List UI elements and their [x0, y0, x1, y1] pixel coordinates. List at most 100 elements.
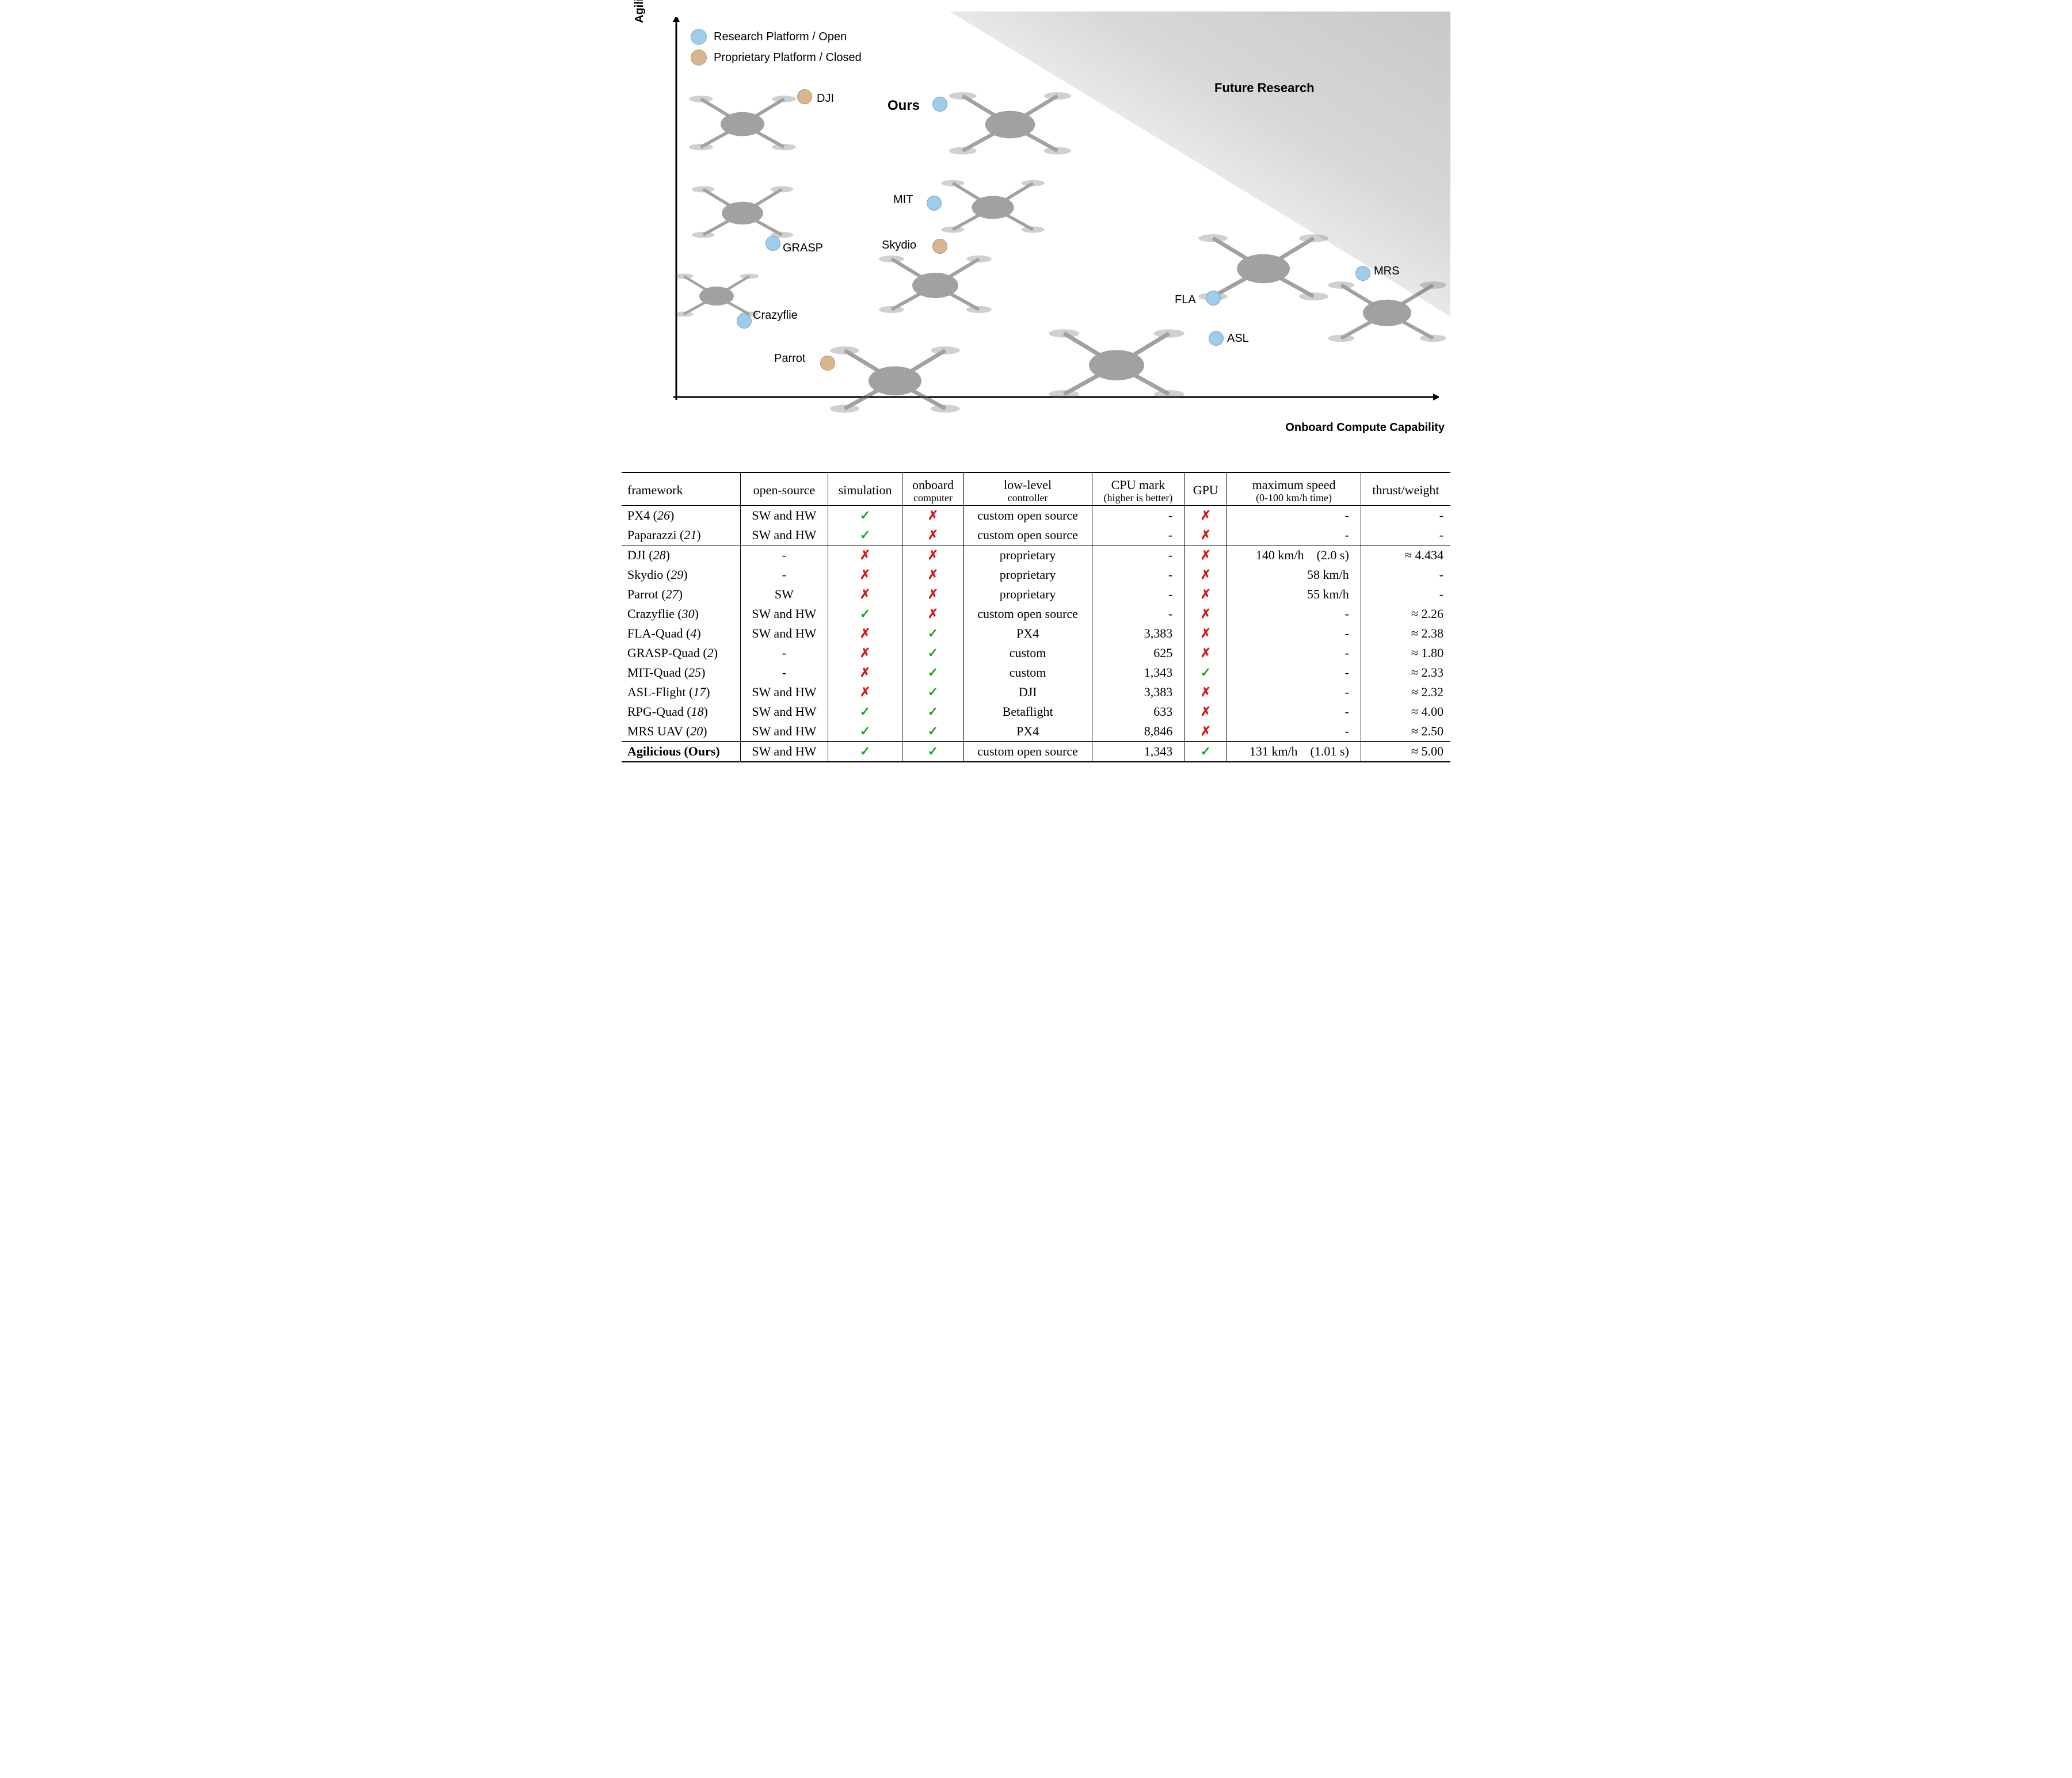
table-row: MIT-Quad (25) - ✗ ✓ custom 1,343 ✓ - ≈ 2… [622, 663, 1450, 682]
chart-point-ours: Ours [932, 97, 947, 112]
cell-framework: Parrot (27) [622, 585, 741, 604]
cell-framework: Crazyflie (30) [622, 604, 741, 624]
cell-framework: Agilicious (Ours) [622, 742, 741, 762]
cell-onboard: ✗ [902, 506, 963, 526]
cell-onboard: ✓ [902, 624, 963, 643]
chart-point-skydio: Skydio [932, 239, 947, 254]
cell-open: SW and HW [741, 624, 828, 643]
cell-speed: - [1227, 506, 1361, 526]
check-icon: ✓ [860, 704, 870, 719]
cell-framework: PX4 (26) [622, 506, 741, 526]
cross-icon: ✗ [1201, 704, 1211, 719]
check-icon: ✓ [860, 508, 870, 522]
cell-sim: ✗ [828, 624, 902, 643]
cross-icon: ✗ [1201, 685, 1211, 699]
cell-sim: ✓ [828, 525, 902, 545]
point-label-ours: Ours [888, 98, 920, 114]
drone-image-skydio [869, 247, 1001, 316]
table-row: DJI (28) - ✗ ✗ proprietary - ✗ 140 km/h … [622, 545, 1450, 566]
cell-speed: 55 km/h [1227, 585, 1361, 604]
legend-closed-label: Proprietary Platform / Closed [714, 51, 862, 64]
cell-ctrl: DJI [963, 682, 1092, 702]
cell-tw: ≈ 2.26 [1361, 604, 1450, 624]
point-dot-icon [932, 97, 947, 112]
cell-framework: ASL-Flight (17) [622, 682, 741, 702]
chart-point-dji: DJI [797, 89, 812, 104]
cell-framework: FLA-Quad (4) [622, 624, 741, 643]
cross-icon: ✗ [860, 646, 870, 660]
cell-open: - [741, 545, 828, 566]
chart-point-parrot: Parrot [820, 356, 835, 371]
cross-icon: ✗ [860, 548, 870, 562]
cell-ctrl: PX4 [963, 722, 1092, 742]
cell-speed: - [1227, 722, 1361, 742]
point-dot-icon [1209, 331, 1224, 346]
drone-image-asl [1048, 319, 1186, 403]
check-icon: ✓ [928, 626, 938, 640]
point-label-grasp: GRASP [783, 242, 823, 255]
cell-onboard: ✓ [902, 722, 963, 742]
point-label-crazyflie: Crazyflie [753, 309, 798, 322]
table-header: framework open-source simulation onboard… [622, 472, 1450, 506]
chart-legend: Research Platform / Open Proprietary Pla… [691, 29, 862, 70]
chart-point-crazyflie: Crazyflie [737, 314, 752, 329]
comparison-table: framework open-source simulation onboard… [622, 472, 1450, 762]
cross-icon: ✗ [860, 665, 870, 680]
cell-ctrl: custom open source [963, 506, 1092, 526]
drone-image-mit [935, 173, 1050, 236]
cell-speed: - [1227, 525, 1361, 545]
check-icon: ✓ [860, 744, 870, 758]
cell-cpu: 1,343 [1092, 663, 1184, 682]
point-dot-icon [737, 314, 752, 329]
cell-cpu: 8,846 [1092, 722, 1184, 742]
cell-ctrl: Betaflight [963, 702, 1092, 722]
cell-ctrl: proprietary [963, 545, 1092, 566]
cell-framework: RPG-Quad (18) [622, 702, 741, 722]
cell-sim: ✓ [828, 722, 902, 742]
cell-sim: ✗ [828, 663, 902, 682]
cell-ctrl: custom open source [963, 604, 1092, 624]
cell-sim: ✗ [828, 643, 902, 663]
cell-gpu: ✗ [1184, 506, 1227, 526]
table-row: Parrot (27) SW ✗ ✗ proprietary - ✗ 55 km… [622, 585, 1450, 604]
scatter-chart: Future Research Agility Onboard Compute … [622, 12, 1450, 437]
th-framework: framework [622, 472, 741, 506]
point-label-skydio: Skydio [882, 239, 916, 252]
cell-gpu: ✗ [1184, 722, 1227, 742]
cell-sim: ✓ [828, 702, 902, 722]
cell-tw: ≈ 4.00 [1361, 702, 1450, 722]
table-row: FLA-Quad (4) SW and HW ✗ ✓ PX4 3,383 ✗ -… [622, 624, 1450, 643]
cell-gpu: ✓ [1184, 663, 1227, 682]
cell-tw: ≈ 2.38 [1361, 624, 1450, 643]
check-icon: ✓ [928, 744, 938, 758]
check-icon: ✓ [928, 724, 938, 738]
point-dot-icon [1206, 291, 1221, 306]
cell-cpu: 625 [1092, 643, 1184, 663]
cell-open: SW [741, 585, 828, 604]
cell-framework: DJI (28) [622, 545, 741, 566]
check-icon: ✓ [860, 528, 870, 542]
cell-speed: - [1227, 663, 1361, 682]
cell-cpu: - [1092, 545, 1184, 566]
drone-image-dji [688, 81, 797, 161]
cell-framework: Skydio (29) [622, 565, 741, 585]
point-label-mit: MIT [893, 193, 913, 207]
check-icon: ✓ [928, 685, 938, 699]
cell-framework: GRASP-Quad (2) [622, 643, 741, 663]
cell-gpu: ✗ [1184, 545, 1227, 566]
cell-open: SW and HW [741, 525, 828, 545]
cell-ctrl: proprietary [963, 585, 1092, 604]
cell-onboard: ✗ [902, 604, 963, 624]
cross-icon: ✗ [860, 626, 870, 640]
cell-sim: ✗ [828, 545, 902, 566]
point-dot-icon [765, 236, 780, 251]
th-simulation: simulation [828, 472, 902, 506]
cell-open: SW and HW [741, 604, 828, 624]
cross-icon: ✗ [928, 548, 938, 562]
th-speed: maximum speed(0-100 km/h time) [1227, 472, 1361, 506]
th-open-source: open-source [741, 472, 828, 506]
cell-tw: - [1361, 585, 1450, 604]
cell-cpu: - [1092, 585, 1184, 604]
chart-point-mit: MIT [927, 196, 942, 211]
cell-onboard: ✓ [902, 643, 963, 663]
